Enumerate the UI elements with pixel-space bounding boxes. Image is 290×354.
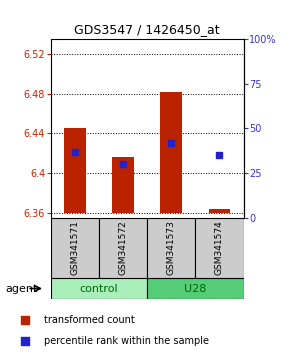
Text: control: control [80, 284, 118, 293]
Point [243, 48, 247, 54]
Point [243, 241, 247, 247]
Bar [64, 128, 86, 213]
Title: GDS3547 / 1426450_at: GDS3547 / 1426450_at [74, 23, 220, 36]
Text: GSM341574: GSM341574 [215, 221, 224, 275]
Bar [147, 218, 195, 278]
Bar [51, 218, 99, 278]
Bar [147, 278, 244, 299]
Text: agent: agent [6, 284, 38, 293]
Bar [99, 218, 147, 278]
Bar [209, 209, 230, 213]
Point [169, 140, 174, 145]
Point [72, 149, 77, 154]
Text: GSM341572: GSM341572 [119, 221, 128, 275]
Bar [195, 218, 244, 278]
Text: U28: U28 [184, 284, 206, 293]
Text: transformed count: transformed count [44, 315, 135, 325]
Bar [51, 278, 147, 299]
Text: GSM341571: GSM341571 [70, 220, 79, 275]
Bar [112, 157, 134, 213]
Point [217, 152, 222, 158]
Text: percentile rank within the sample: percentile rank within the sample [44, 336, 209, 346]
Bar [160, 92, 182, 213]
Point [121, 161, 125, 167]
Text: GSM341573: GSM341573 [167, 220, 176, 275]
